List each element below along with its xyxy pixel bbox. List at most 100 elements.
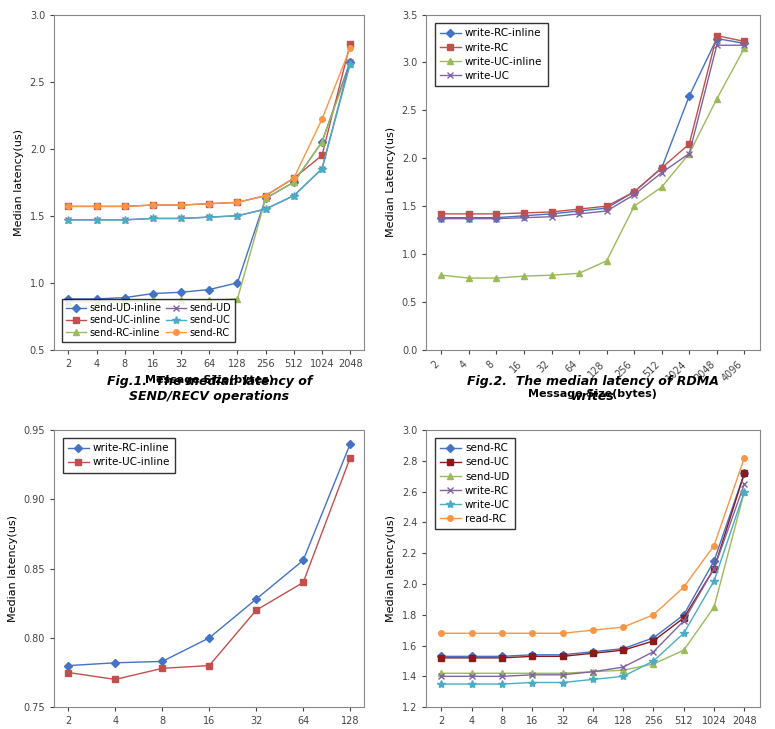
send-UD — [618, 666, 628, 674]
send-RC — [467, 652, 477, 660]
Line: write-UC-inline: write-UC-inline — [66, 455, 353, 682]
send-RC — [92, 202, 102, 211]
write-UC-inline — [574, 269, 584, 278]
Line: send-RC-inline: send-RC-inline — [66, 61, 353, 305]
write-RC-inline — [464, 214, 474, 222]
Y-axis label: Median latency(us): Median latency(us) — [14, 129, 24, 235]
send-UD — [177, 214, 186, 223]
write-UC-inline — [629, 202, 639, 211]
send-UC-inline — [92, 202, 102, 211]
write-UC — [629, 190, 639, 199]
write-RC — [558, 671, 567, 679]
send-UD — [679, 646, 688, 655]
send-UD — [289, 191, 298, 200]
send-UC — [679, 614, 688, 623]
send-RC — [120, 202, 129, 211]
send-RC — [679, 610, 688, 619]
send-RC — [232, 198, 242, 207]
write-UC-inline — [64, 668, 73, 677]
write-RC — [712, 31, 722, 40]
send-UC — [498, 653, 507, 662]
write-RC — [492, 209, 501, 218]
write-RC — [519, 208, 529, 217]
send-RC-inline — [261, 194, 270, 203]
send-RC-inline — [92, 297, 102, 306]
write-RC-inline — [437, 214, 446, 222]
write-UC-inline — [205, 661, 214, 670]
write-UC — [649, 657, 658, 666]
Legend: write-RC-inline, write-UC-inline: write-RC-inline, write-UC-inline — [63, 438, 175, 472]
send-UC-inline — [317, 151, 326, 160]
write-UC-inline — [252, 606, 261, 615]
read-RC — [618, 623, 628, 631]
send-UC — [64, 216, 73, 225]
Legend: send-UD-inline, send-UC-inline, send-RC-inline, send-UD, send-UC, send-RC: send-UD-inline, send-UC-inline, send-RC-… — [62, 299, 236, 342]
Line: write-UC: write-UC — [437, 488, 749, 688]
send-UD — [148, 214, 157, 223]
send-UC-inline — [261, 191, 270, 200]
send-RC — [64, 202, 73, 211]
send-UD — [261, 205, 270, 214]
write-UC — [657, 168, 666, 177]
send-RC — [437, 652, 446, 660]
send-UD-inline — [177, 288, 186, 297]
write-UC — [709, 577, 718, 585]
send-UD-inline — [120, 293, 129, 302]
write-RC — [588, 667, 598, 676]
write-UC — [712, 41, 722, 50]
write-RC — [464, 209, 474, 218]
send-UC — [205, 213, 214, 222]
write-RC-inline — [519, 211, 529, 220]
write-RC-inline — [298, 556, 308, 565]
write-UC-inline — [602, 257, 611, 265]
send-UC — [120, 216, 129, 225]
send-RC-inline — [317, 138, 326, 147]
write-UC — [437, 679, 446, 688]
send-RC — [498, 652, 507, 660]
write-UC-inline — [492, 273, 501, 282]
write-RC — [467, 672, 477, 681]
write-RC — [437, 672, 446, 681]
read-RC — [467, 629, 477, 638]
write-RC-inline — [252, 595, 261, 604]
write-RC-inline — [157, 657, 167, 666]
write-UC — [547, 212, 556, 221]
send-RC-inline — [346, 60, 355, 69]
write-UC — [618, 672, 628, 681]
send-UD — [232, 211, 242, 220]
Line: send-UD: send-UD — [439, 489, 747, 676]
write-RC-inline — [547, 209, 556, 218]
write-RC-inline — [684, 92, 694, 101]
send-RC-inline — [120, 297, 129, 306]
write-UC — [739, 487, 749, 496]
read-RC — [709, 541, 718, 550]
send-UC — [558, 652, 567, 660]
send-UD-inline — [232, 278, 242, 287]
send-UC-inline — [289, 174, 298, 182]
send-UD-inline — [346, 57, 355, 66]
send-UC-inline — [148, 200, 157, 209]
send-UC — [261, 205, 270, 214]
send-UC — [739, 469, 749, 477]
write-RC-inline — [574, 206, 584, 215]
write-UC — [498, 679, 507, 688]
Line: send-UD-inline: send-UD-inline — [66, 59, 353, 302]
Line: send-RC: send-RC — [66, 45, 353, 209]
send-RC — [205, 199, 214, 208]
Y-axis label: Median latency(us): Median latency(us) — [386, 515, 396, 622]
write-UC-inline — [657, 183, 666, 192]
send-RC — [289, 174, 298, 182]
send-RC-inline — [205, 296, 214, 305]
read-RC — [649, 610, 658, 619]
send-UD — [317, 165, 326, 174]
send-UD-inline — [261, 194, 270, 203]
write-RC-inline — [657, 163, 666, 172]
write-RC — [602, 202, 611, 211]
write-UC — [492, 214, 501, 223]
send-UC — [346, 60, 355, 69]
send-UC-inline — [232, 198, 242, 207]
write-RC — [574, 205, 584, 214]
write-UC — [588, 675, 598, 684]
send-RC — [618, 644, 628, 653]
send-UD-inline — [64, 295, 73, 303]
